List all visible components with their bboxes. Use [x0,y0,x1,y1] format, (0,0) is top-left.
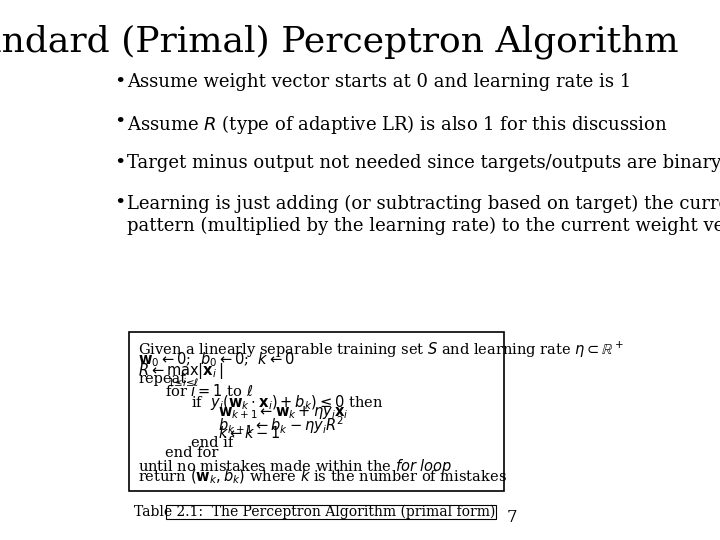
Text: 7: 7 [506,510,517,526]
Text: Table 2.1:  The Perceptron Algorithm (primal form): Table 2.1: The Perceptron Algorithm (pri… [134,505,495,519]
Text: $\mathbf{w}_0 \leftarrow 0$;  $b_0 \leftarrow 0$;  $k \leftarrow 0$: $\mathbf{w}_0 \leftarrow 0$; $b_0 \lefta… [138,351,295,369]
Text: Standard (Primal) Perceptron Algorithm: Standard (Primal) Perceptron Algorithm [0,24,679,59]
Text: return $(\mathbf{w}_k, b_k)$ where $k$ is the number of mistakes: return $(\mathbf{w}_k, b_k)$ where $k$ i… [138,467,508,485]
FancyBboxPatch shape [130,332,504,491]
Text: pattern (multiplied by the learning rate) to the current weight vector: pattern (multiplied by the learning rate… [127,217,720,235]
Text: $R \leftarrow \max_{1 \leq i \leq \ell} |\mathbf{x}_i|$: $R \leftarrow \max_{1 \leq i \leq \ell} … [138,361,223,388]
Text: Assume $R$ (type of adaptive LR) is also 1 for this discussion: Assume $R$ (type of adaptive LR) is also… [127,113,668,137]
Text: Learning is just adding (or subtracting based on target) the current training: Learning is just adding (or subtracting … [127,194,720,213]
Text: end for: end for [165,446,218,460]
Text: if  $y_i(\mathbf{w}_k \cdot \mathbf{x}_i) + b_k) \leq 0$ then: if $y_i(\mathbf{w}_k \cdot \mathbf{x}_i)… [191,393,383,412]
Text: Assume weight vector starts at 0 and learning rate is 1: Assume weight vector starts at 0 and lea… [127,73,631,91]
Text: Given a linearly separable training set $S$ and learning rate $\eta \subset \mat: Given a linearly separable training set … [138,340,625,361]
Text: for $i = 1$ to $\ell$: for $i = 1$ to $\ell$ [165,382,253,399]
Text: repeat: repeat [138,372,186,386]
Text: $k \leftarrow k - 1$: $k \leftarrow k - 1$ [217,425,280,441]
Text: •: • [114,73,125,91]
Text: $\mathbf{w}_{k+1} \leftarrow \mathbf{w}_k + \eta y_i \mathbf{x}_i$: $\mathbf{w}_{k+1} \leftarrow \mathbf{w}_… [217,404,348,421]
Text: Target minus output not needed since targets/outputs are binary: Target minus output not needed since tar… [127,154,720,172]
Text: until no mistakes made within the $for$ $loop$: until no mistakes made within the $for$ … [138,457,453,476]
Text: end if: end if [191,436,233,449]
Text: •: • [114,113,125,131]
Text: •: • [114,154,125,172]
Text: •: • [114,194,125,212]
Text: $b_{k+1} \leftarrow b_k - \eta y_i R^2$: $b_{k+1} \leftarrow b_k - \eta y_i R^2$ [217,414,343,436]
